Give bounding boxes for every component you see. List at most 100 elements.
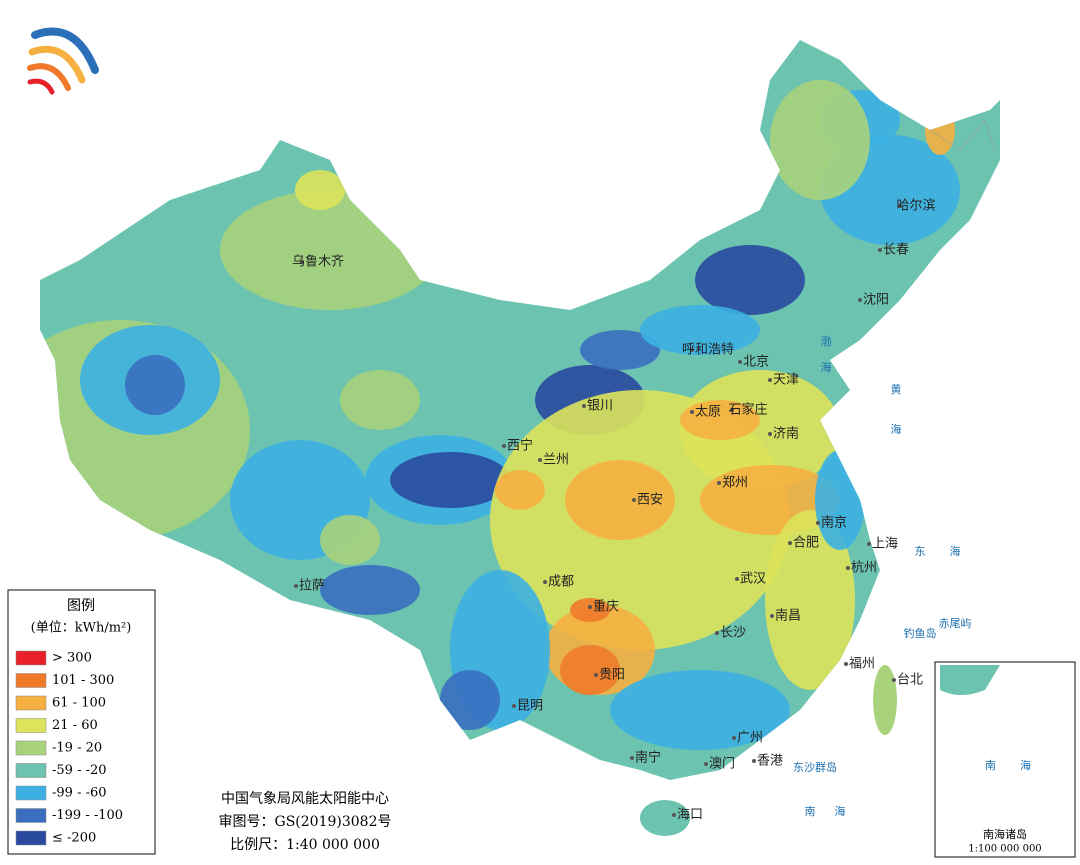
city-dot <box>770 614 774 618</box>
city-dot <box>846 566 850 570</box>
city-label: 成都 <box>548 575 574 590</box>
city-label: 长沙 <box>720 626 746 641</box>
region <box>390 452 510 508</box>
region <box>580 330 660 370</box>
city-label: 上海 <box>872 537 898 552</box>
city-dot <box>630 756 634 760</box>
city-label: 西安 <box>637 493 663 508</box>
city-dot <box>858 298 862 302</box>
footer-scale: 比例尺：1:40 000 000 <box>230 837 380 853</box>
city-dot <box>690 348 694 352</box>
inset-sea: 南 <box>985 759 996 772</box>
city-label: 澳门 <box>709 756 735 772</box>
city-dot <box>867 542 871 546</box>
city-dot <box>735 577 739 581</box>
city-label: 兰州 <box>543 453 569 468</box>
region <box>295 170 345 210</box>
city-dot <box>788 541 792 545</box>
region <box>680 400 760 440</box>
city-dot <box>768 432 772 436</box>
region <box>610 670 790 750</box>
region <box>815 450 865 550</box>
city-label: 贵阳 <box>599 668 625 683</box>
sea-label: 海 <box>950 544 961 558</box>
city-dot <box>704 762 708 766</box>
sea-label: 海 <box>891 422 902 436</box>
city-label: 呼和浩特 <box>682 343 734 358</box>
city-dot <box>898 204 902 208</box>
city-label: 福州 <box>849 657 875 672</box>
legend-label: > 300 <box>52 651 92 666</box>
city-dot <box>594 673 598 677</box>
city-dot <box>582 404 586 408</box>
city-label: 西宁 <box>507 438 533 454</box>
city-dot <box>816 521 820 525</box>
border <box>929 119 996 151</box>
region <box>125 355 185 415</box>
sea-label: 南 <box>805 805 816 818</box>
footer-approval: 审图号：GS(2019)3082号 <box>219 814 392 830</box>
sea-label: 黄 <box>891 382 902 396</box>
city-label: 武汉 <box>740 572 766 587</box>
legend-swatch <box>15 763 47 778</box>
region <box>925 105 955 155</box>
city-label: 乌鲁木齐 <box>292 254 344 270</box>
sea-label: 渤 <box>821 335 832 348</box>
legend-swatch <box>15 808 47 823</box>
legend-swatch <box>15 673 47 688</box>
city-dot <box>844 662 848 666</box>
city-dot <box>543 580 547 584</box>
city-label: 台北 <box>897 673 923 688</box>
city-label: 银川 <box>587 399 613 414</box>
region <box>340 370 420 430</box>
city-dot <box>768 378 772 382</box>
city-label: 海口 <box>677 808 703 823</box>
city-label: 重庆 <box>593 599 619 615</box>
islands <box>640 665 897 836</box>
city-dot <box>715 631 719 635</box>
city-label: 北京 <box>743 355 769 370</box>
legend-label: 61 - 100 <box>52 696 106 711</box>
legend-swatch <box>15 785 47 801</box>
region <box>770 80 870 200</box>
legend-label: -19 - 20 <box>52 741 102 756</box>
city-dot <box>730 408 734 412</box>
sea-label: 海 <box>835 804 846 818</box>
legend-swatch <box>15 718 47 733</box>
city-dot <box>502 444 506 448</box>
city-dot <box>538 458 542 462</box>
legend-unit: (单位：kWh/m²) <box>31 621 132 636</box>
city-label: 昆明 <box>517 699 543 714</box>
region <box>765 510 855 690</box>
sea-label: 东 <box>915 545 926 558</box>
city-label: 香港 <box>757 754 783 769</box>
city-dot <box>588 605 592 609</box>
city-dot <box>732 736 736 740</box>
legend-swatch <box>15 650 47 666</box>
city-dot <box>690 410 694 414</box>
city-dot <box>672 813 676 817</box>
region <box>320 515 380 565</box>
inset-title: 南海诸岛 <box>983 827 1027 841</box>
city-label: 杭州 <box>851 561 877 576</box>
city-label: 广州 <box>737 731 763 746</box>
legend-swatch <box>15 695 47 711</box>
city-label: 太原 <box>695 405 721 420</box>
city-label: 南京 <box>821 515 847 531</box>
region <box>695 245 805 315</box>
sea-label: 钓鱼岛 <box>904 626 937 640</box>
city-label: 石家庄 <box>728 402 767 418</box>
sea-label: 海 <box>821 360 832 374</box>
region <box>320 565 420 615</box>
legend-swatch <box>15 830 47 846</box>
city-label: 哈尔滨 <box>896 198 935 214</box>
hainan <box>640 800 690 836</box>
region <box>440 670 500 730</box>
city-label: 南昌 <box>775 608 801 624</box>
region <box>565 460 675 540</box>
city-label: 沈阳 <box>863 293 889 308</box>
inset-land <box>940 665 1000 695</box>
logo <box>27 27 99 95</box>
city-label: 拉萨 <box>299 579 325 594</box>
